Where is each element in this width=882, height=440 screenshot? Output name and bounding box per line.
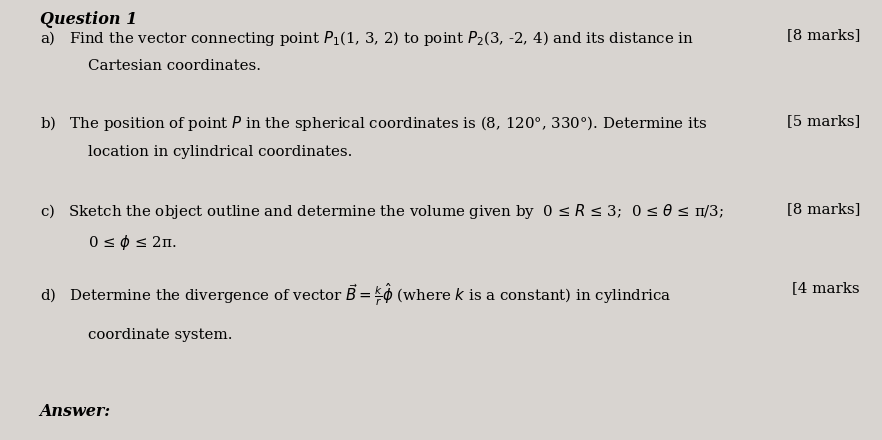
Text: coordinate system.: coordinate system.	[88, 328, 233, 342]
Text: 0 ≤ $\phi$ ≤ 2π.: 0 ≤ $\phi$ ≤ 2π.	[88, 233, 176, 252]
Text: [5 marks]: [5 marks]	[787, 114, 860, 128]
Text: [8 marks]: [8 marks]	[787, 29, 860, 43]
Text: d)   Determine the divergence of vector $\vec{B} = \frac{k}{r}\hat{\phi}$ (where: d) Determine the divergence of vector $\…	[40, 282, 671, 308]
Text: [4 marks: [4 marks	[792, 282, 860, 296]
Text: Question 1: Question 1	[40, 11, 137, 28]
Text: location in cylindrical coordinates.: location in cylindrical coordinates.	[88, 145, 353, 159]
Text: Answer:: Answer:	[40, 403, 111, 420]
Text: c)   Sketch the object outline and determine the volume given by  0 ≤ $R$ ≤ 3;  : c) Sketch the object outline and determi…	[40, 202, 724, 221]
Text: Cartesian coordinates.: Cartesian coordinates.	[88, 59, 261, 73]
Text: [8 marks]: [8 marks]	[787, 202, 860, 216]
Text: b)   The position of point $P$ in the spherical coordinates is (8, 120°, 330°). : b) The position of point $P$ in the sphe…	[40, 114, 707, 133]
Text: a)   Find the vector connecting point $P_1$(1, 3, 2) to point $P_2$(3, -2, 4) an: a) Find the vector connecting point $P_1…	[40, 29, 693, 48]
